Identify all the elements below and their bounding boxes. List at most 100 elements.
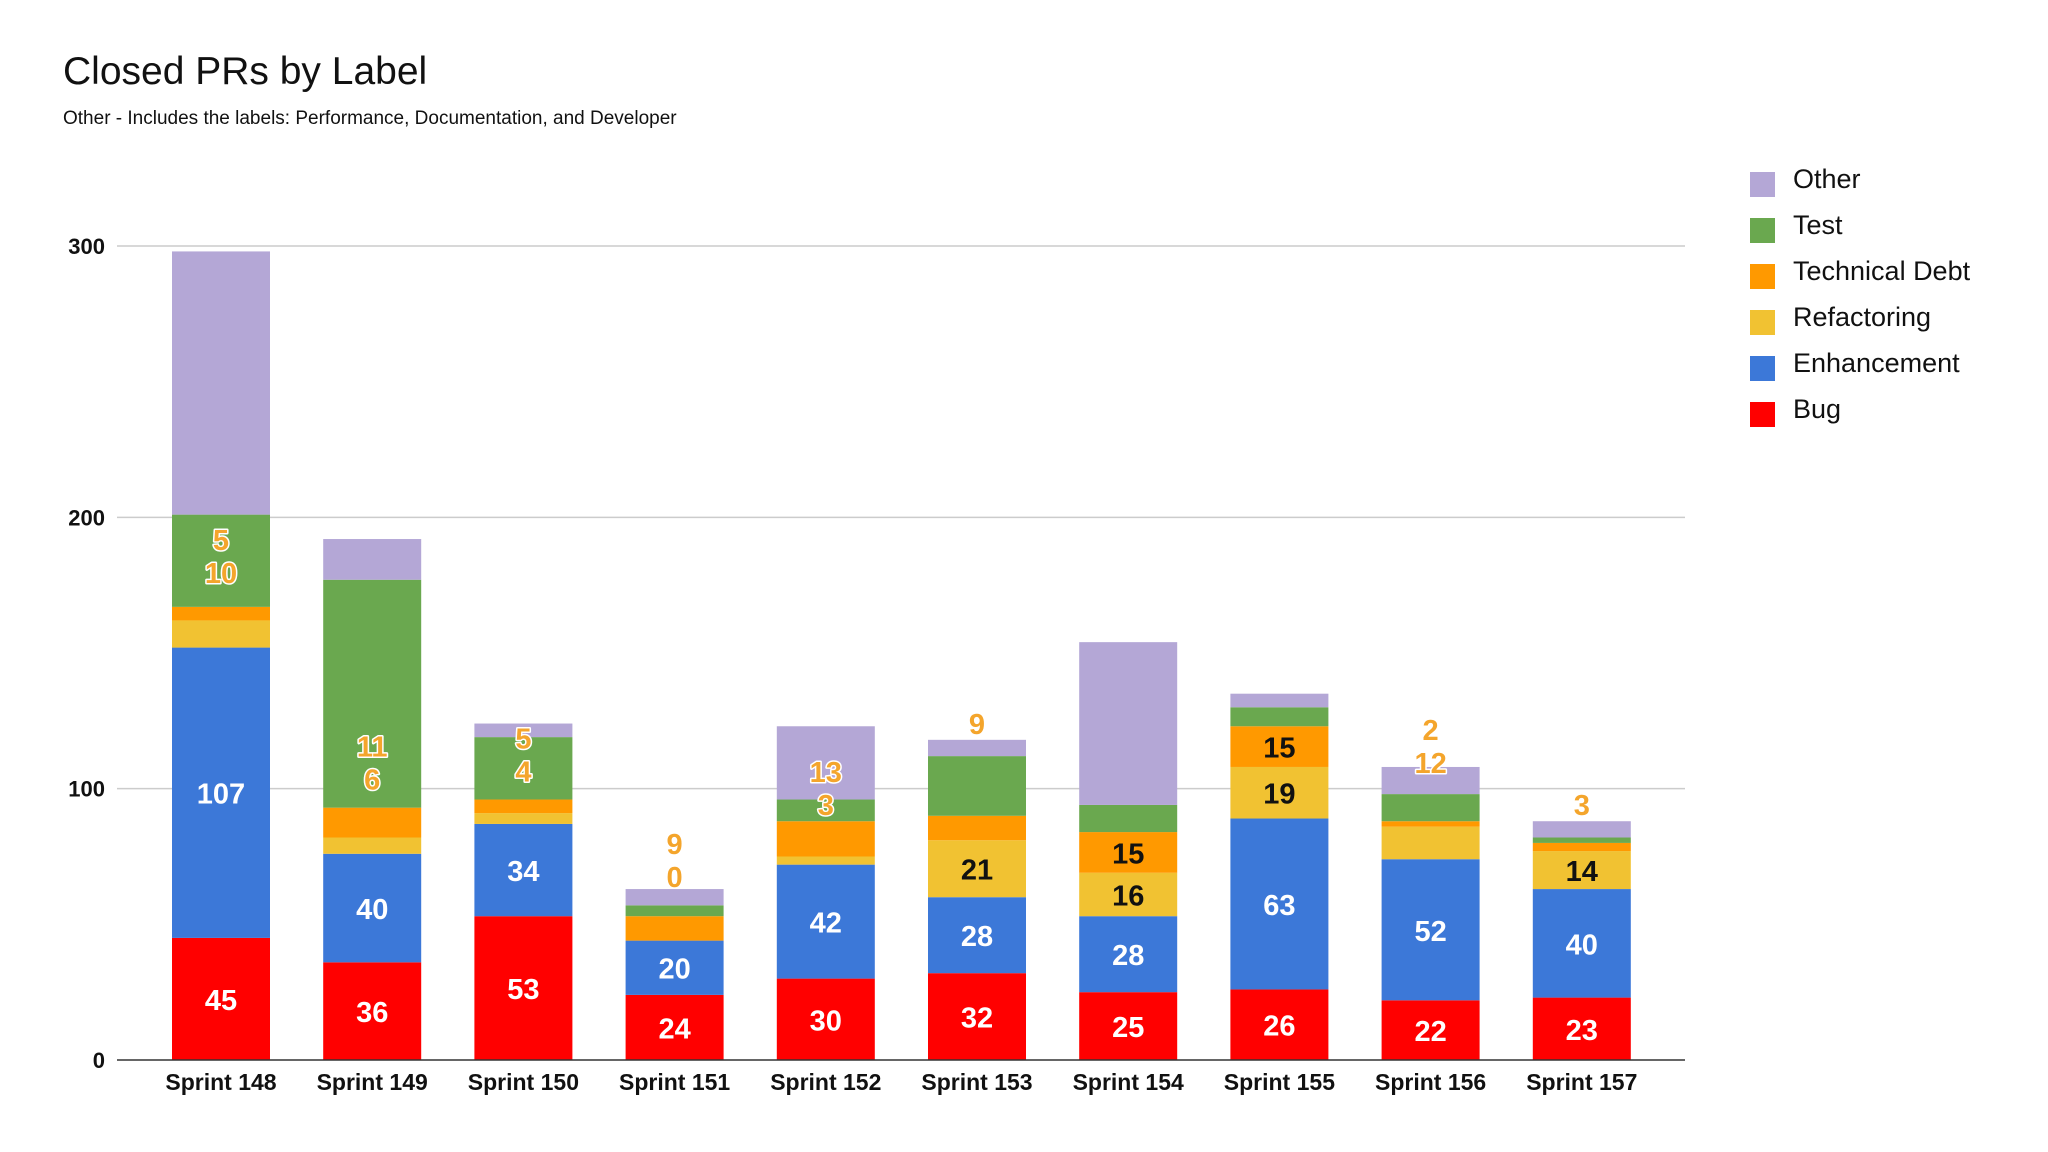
- bar-other-sprint-151: [625, 889, 724, 906]
- bar-refactoring-sprint-150: [474, 813, 573, 824]
- bar-refactoring-sprint-156: [1381, 826, 1480, 860]
- data-label-bug-sprint-155: 26: [1263, 1011, 1295, 1043]
- bar-enhancement-sprint-148: [172, 647, 270, 938]
- data-label-technical-debt-sprint-150: 5: [515, 724, 531, 756]
- x-tick-label-sprint-156: Sprint 156: [1375, 1069, 1486, 1095]
- bar-other-sprint-154: [1079, 642, 1178, 805]
- bar-bug-sprint-148: [172, 937, 270, 1060]
- bar-other-sprint-152: [776, 726, 875, 800]
- y-tick-label-0: 0: [93, 1048, 105, 1073]
- bar-test-sprint-156: [1381, 794, 1480, 822]
- bar-refactoring-sprint-153: [928, 840, 1026, 898]
- bar-bug-sprint-157: [1532, 997, 1631, 1060]
- legend-item-bug: Bug: [1750, 392, 2030, 438]
- chart-title: Closed PRs by Label: [63, 50, 428, 93]
- bar-bug-sprint-155: [1230, 989, 1329, 1060]
- bar-other-sprint-156: [1381, 766, 1480, 795]
- legend-label-refactoring: Refactoring: [1793, 302, 1932, 332]
- data-label-bug-sprint-153: 32: [961, 1003, 993, 1035]
- data-label-technical-debt-sprint-156: 2: [1423, 715, 1439, 747]
- data-label-enhancement-sprint-152: 42: [810, 908, 842, 940]
- bar-enhancement-sprint-151: [625, 940, 724, 995]
- data-label-bug-sprint-154: 25: [1112, 1012, 1144, 1044]
- bar-refactoring-sprint-149: [323, 837, 422, 854]
- bar-bug-sprint-153: [928, 973, 1026, 1060]
- bar-technical-debt-sprint-150: [474, 799, 573, 814]
- data-label-enhancement-sprint-153: 28: [961, 921, 993, 953]
- legend-item-other: Other: [1750, 162, 2030, 208]
- x-tick-label-sprint-157: Sprint 157: [1526, 1069, 1637, 1095]
- data-label-refactoring-sprint-151: 0: [667, 862, 683, 894]
- bar-bug-sprint-151: [625, 994, 724, 1060]
- bar-bug-sprint-156: [1381, 1000, 1480, 1060]
- bar-refactoring-sprint-154: [1079, 872, 1178, 917]
- legend-swatch-test: [1750, 218, 1775, 243]
- bar-test-sprint-150: [474, 737, 573, 800]
- bar-other-sprint-150: [474, 723, 573, 738]
- data-label-enhancement-sprint-151: 20: [658, 954, 690, 986]
- legend-item-refactoring: Refactoring: [1750, 300, 2030, 346]
- data-label-technical-debt-sprint-148: 5: [213, 525, 229, 557]
- bar-bug-sprint-154: [1079, 992, 1178, 1060]
- legend-swatch-enhancement: [1750, 356, 1775, 381]
- data-label-bug-sprint-151: 24: [658, 1013, 690, 1045]
- legend-item-test: Test: [1750, 208, 2030, 254]
- bar-technical-debt-sprint-149: [323, 807, 422, 838]
- data-label-technical-debt-sprint-155: 15: [1263, 733, 1295, 765]
- data-label-bug-sprint-149: 36: [356, 997, 388, 1029]
- bar-technical-debt-sprint-155: [1230, 726, 1329, 767]
- data-label-bug-sprint-150: 53: [507, 974, 539, 1006]
- data-label-refactoring-sprint-157: 14: [1566, 856, 1598, 888]
- bar-test-sprint-149: [323, 579, 422, 808]
- chart-subtitle: Other - Includes the labels: Performance…: [63, 108, 677, 129]
- data-label-bug-sprint-148: 45: [205, 985, 237, 1017]
- data-label-bug-sprint-152: 30: [810, 1005, 842, 1037]
- bar-technical-debt-sprint-157: [1532, 842, 1631, 852]
- bar-test-sprint-151: [625, 905, 724, 917]
- data-label-refactoring-sprint-150: 4: [515, 757, 531, 789]
- bar-enhancement-sprint-154: [1079, 916, 1178, 993]
- data-label-technical-debt-sprint-152: 13: [810, 757, 842, 789]
- data-label-refactoring-sprint-156: 12: [1414, 748, 1446, 780]
- y-tick-label-100: 100: [68, 777, 105, 802]
- x-tick-label-sprint-150: Sprint 150: [468, 1069, 579, 1095]
- legend-swatch-other: [1750, 172, 1775, 197]
- bar-test-sprint-155: [1230, 707, 1329, 727]
- bar-other-sprint-148: [172, 251, 270, 515]
- x-tick-label-sprint-153: Sprint 153: [921, 1069, 1032, 1095]
- bar-test-sprint-153: [928, 756, 1026, 816]
- bar-refactoring-sprint-155: [1230, 766, 1329, 819]
- bar-other-sprint-157: [1532, 821, 1631, 838]
- bar-test-sprint-148: [172, 514, 270, 607]
- bar-enhancement-sprint-155: [1230, 818, 1329, 990]
- bar-other-sprint-155: [1230, 693, 1329, 708]
- data-label-refactoring-sprint-153: 21: [961, 855, 993, 887]
- bar-test-sprint-152: [776, 799, 875, 822]
- bar-enhancement-sprint-153: [928, 897, 1026, 974]
- data-label-enhancement-sprint-150: 34: [507, 856, 539, 888]
- legend-label-bug: Bug: [1793, 394, 1842, 424]
- bar-test-sprint-154: [1079, 804, 1178, 833]
- x-tick-label-sprint-148: Sprint 148: [165, 1069, 276, 1095]
- data-label-enhancement-sprint-157: 40: [1566, 929, 1598, 961]
- bar-refactoring-sprint-148: [172, 620, 270, 648]
- bar-enhancement-sprint-150: [474, 823, 573, 917]
- bar-technical-debt-sprint-151: [625, 916, 724, 941]
- data-label-enhancement-sprint-156: 52: [1414, 916, 1446, 948]
- data-label-technical-debt-sprint-149: 11: [357, 732, 388, 764]
- data-label-refactoring-sprint-148: 10: [205, 558, 237, 590]
- data-label-enhancement-sprint-155: 63: [1263, 890, 1295, 922]
- bar-enhancement-sprint-152: [776, 864, 875, 979]
- data-label-technical-debt-sprint-154: 15: [1112, 838, 1144, 870]
- legend-label-enhancement: Enhancement: [1793, 348, 1960, 378]
- bar-enhancement-sprint-156: [1381, 859, 1480, 1001]
- data-label-bug-sprint-157: 23: [1566, 1015, 1598, 1047]
- x-tick-label-sprint-152: Sprint 152: [770, 1069, 881, 1095]
- bar-technical-debt-sprint-152: [776, 821, 875, 857]
- data-label-enhancement-sprint-154: 28: [1112, 940, 1144, 972]
- legend-label-other: Other: [1793, 164, 1861, 194]
- bar-technical-debt-sprint-148: [172, 606, 270, 621]
- data-label-enhancement-sprint-148: 107: [197, 779, 245, 811]
